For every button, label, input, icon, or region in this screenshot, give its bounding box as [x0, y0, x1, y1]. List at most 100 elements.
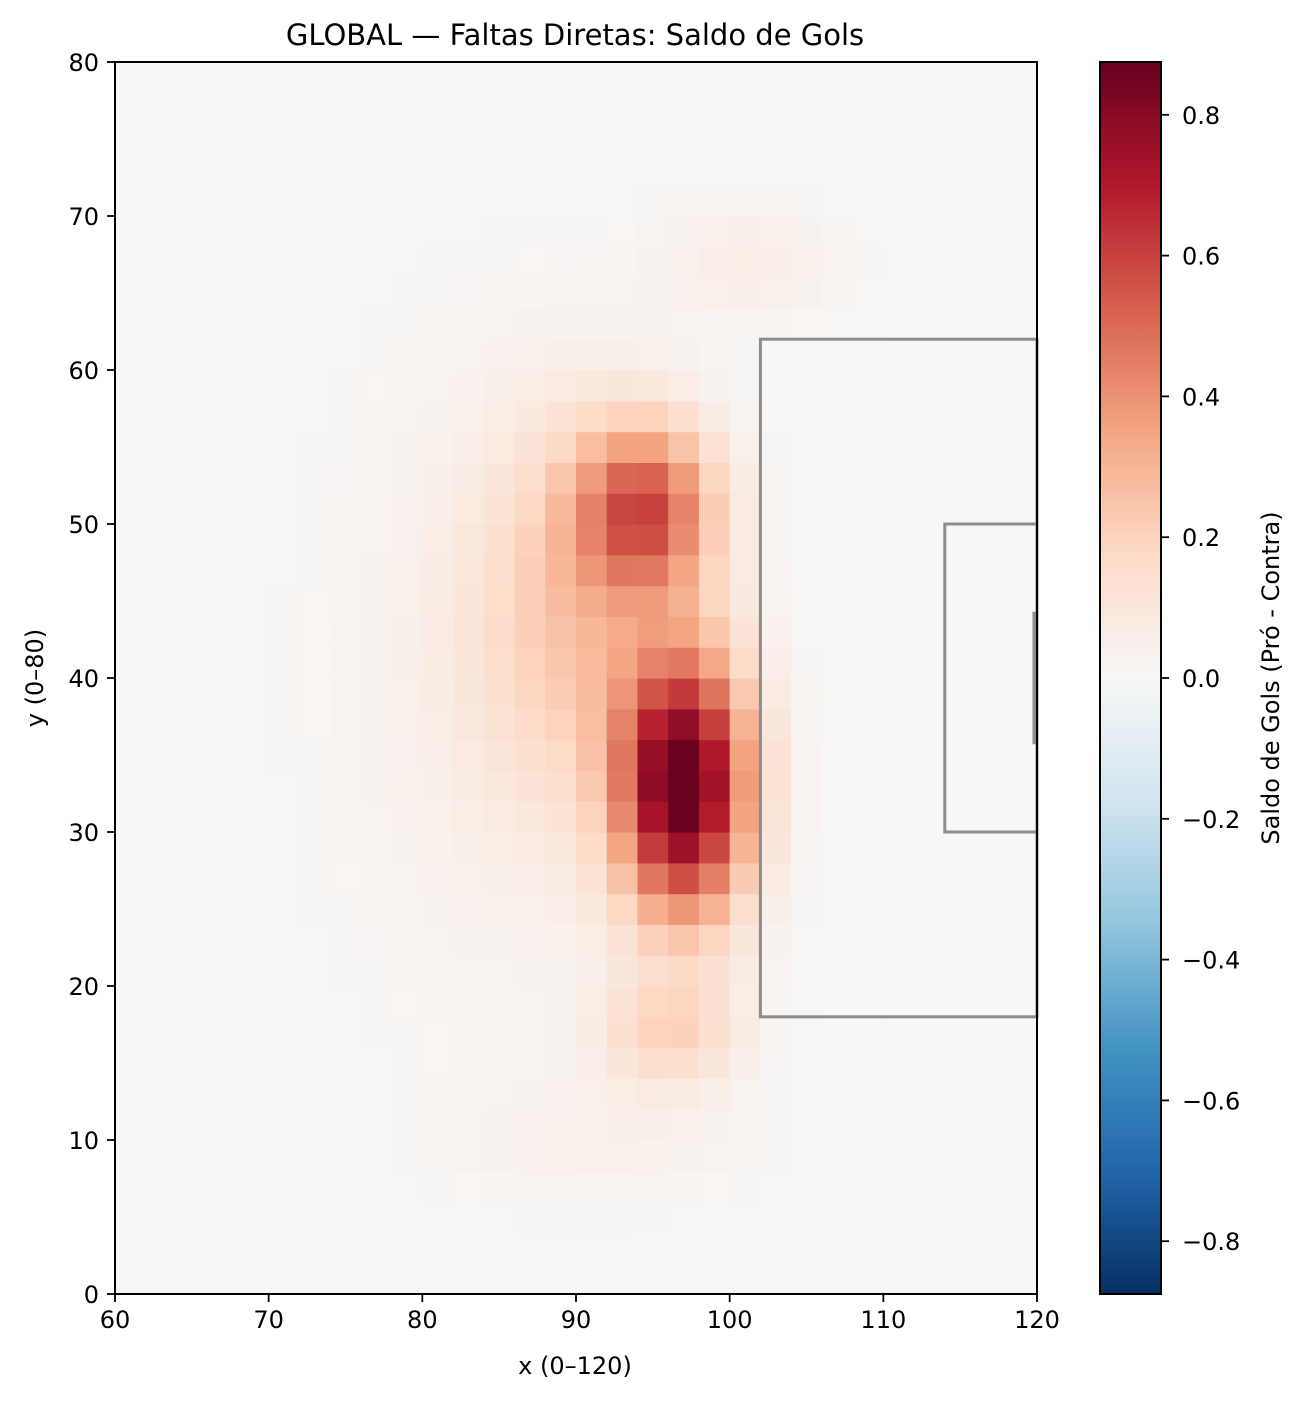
heatmap-cell — [821, 462, 854, 494]
heatmap-cell — [729, 493, 761, 525]
heatmap-cell — [914, 1170, 946, 1203]
heatmap-cell — [729, 862, 761, 895]
heatmap-cell — [637, 893, 669, 925]
heatmap-cell — [576, 1263, 608, 1295]
heatmap-cell — [760, 924, 792, 956]
heatmap-cell — [883, 1263, 915, 1295]
heatmap-cell — [729, 216, 761, 248]
heatmap-cell — [944, 647, 977, 679]
heatmap-cell — [360, 216, 393, 248]
heatmap-cell — [668, 862, 700, 895]
heatmap-cell — [330, 1263, 362, 1295]
heatmap-cell — [729, 308, 761, 340]
heatmap-cell — [1006, 493, 1038, 525]
heatmap-cell — [514, 308, 546, 340]
colorbar-tick-label: 0.2 — [1182, 524, 1220, 552]
heatmap-cell — [145, 924, 178, 956]
heatmap-cell — [606, 462, 639, 494]
heatmap-cell — [299, 462, 331, 494]
heatmap-cell — [944, 123, 977, 155]
heatmap-cell — [330, 955, 362, 987]
heatmap-cell — [145, 216, 178, 248]
heatmap-cell — [821, 955, 854, 987]
heatmap-cell — [606, 62, 639, 94]
heatmap-cell — [545, 986, 577, 1018]
heatmap-cell — [944, 1263, 977, 1295]
heatmap-cell — [268, 370, 300, 402]
heatmap-cell — [668, 339, 700, 371]
heatmap-cell — [268, 1016, 300, 1049]
heatmap-cell — [760, 1263, 792, 1295]
heatmap-cell — [483, 1047, 516, 1079]
heatmap-cell — [821, 1047, 854, 1079]
heatmap-cell — [483, 585, 516, 617]
heatmap-cell — [268, 986, 300, 1018]
heatmap-cell — [145, 524, 178, 556]
heatmap-cell — [453, 246, 485, 279]
heatmap-cell — [821, 986, 854, 1018]
heatmap-cell — [514, 62, 546, 94]
heatmap-cell — [576, 832, 608, 864]
heatmap-cell — [821, 185, 854, 217]
heatmap-cell — [668, 801, 700, 833]
heatmap-cell — [576, 955, 608, 987]
heatmap-cell — [514, 832, 546, 864]
heatmap-cell — [176, 308, 208, 340]
heatmap-cell — [483, 400, 516, 433]
heatmap-cell — [545, 893, 577, 925]
heatmap-cell — [760, 893, 792, 925]
heatmap-cell — [914, 462, 946, 494]
heatmap-cell — [576, 62, 608, 94]
heatmap-cell — [821, 739, 854, 771]
heatmap-cell — [237, 801, 270, 833]
heatmap-cell — [637, 524, 669, 556]
heatmap-cell — [914, 1201, 946, 1233]
heatmap-cell — [176, 955, 208, 987]
heatmap-cell — [1006, 431, 1038, 463]
heatmap-cell — [514, 1201, 546, 1233]
heatmap-cell — [391, 154, 423, 186]
heatmap-cell — [545, 801, 577, 833]
heatmap-cell — [299, 1170, 331, 1203]
heatmap-cell — [1006, 708, 1038, 741]
heatmap-cell — [545, 277, 577, 309]
heatmap-cell — [115, 924, 147, 956]
heatmap-cell — [852, 1263, 884, 1295]
heatmap-cell — [483, 801, 516, 833]
heatmap-cell — [391, 708, 423, 741]
heatmap-cell — [176, 862, 208, 895]
heatmap-cell — [606, 616, 639, 648]
heatmap-cell — [115, 832, 147, 864]
heatmap-cell — [453, 1232, 485, 1264]
heatmap-cell — [391, 123, 423, 155]
heatmap-cell — [1006, 339, 1038, 371]
heatmap-cell — [637, 1078, 669, 1110]
heatmap-cell — [391, 862, 423, 895]
heatmap-cell — [268, 801, 300, 833]
heatmap-cell — [760, 801, 792, 833]
heatmap-cell — [637, 1047, 669, 1079]
heatmap-cell — [176, 123, 208, 155]
heatmap-cell — [729, 185, 761, 217]
heatmap-cell — [791, 924, 823, 956]
heatmap-cell — [698, 554, 731, 587]
heatmap-cell — [391, 370, 423, 402]
heatmap-cell — [483, 154, 516, 186]
heatmap-cell — [115, 246, 147, 279]
heatmap-cell — [330, 246, 362, 279]
heatmap-cell — [1006, 462, 1038, 494]
heatmap-cell — [207, 1201, 239, 1233]
heatmap-cell — [422, 1170, 454, 1203]
heatmap-cell — [545, 1140, 577, 1172]
heatmap-cell — [453, 986, 485, 1018]
heatmap-cell — [360, 400, 393, 433]
heatmap-cell — [975, 462, 1007, 494]
heatmap-cell — [545, 739, 577, 771]
heatmap-cell — [237, 1170, 270, 1203]
heatmap-cell — [391, 955, 423, 987]
heatmap-cell — [975, 862, 1007, 895]
heatmap-cell — [514, 462, 546, 494]
heatmap-cell — [176, 986, 208, 1018]
heatmap-cell — [115, 1170, 147, 1203]
heatmap-cell — [483, 862, 516, 895]
